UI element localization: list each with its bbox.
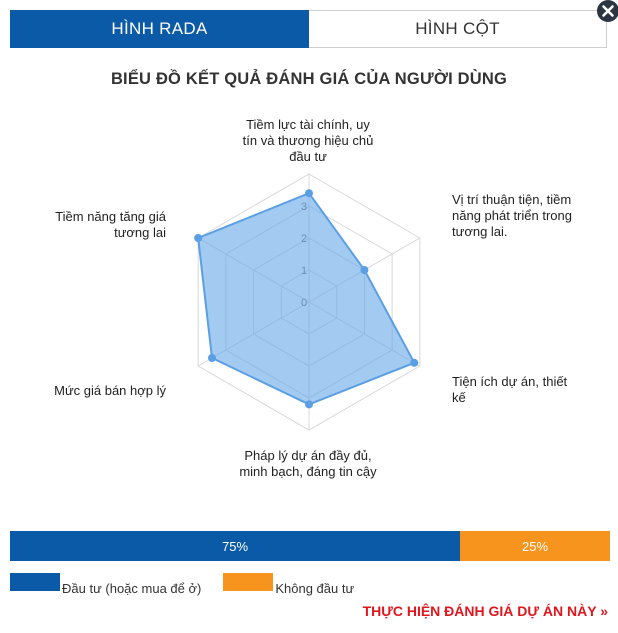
axis-label-location: Vị trí thuận tiện, tiềm năng phát triển … (452, 192, 572, 239)
chart-title: BIỂU ĐỒ KẾT QUẢ ĐÁNH GIÁ CỦA NGƯỜI DÙNG (110, 70, 508, 88)
axis-label-financial: Tiềm lực tài chính, uy tín và thương hiệ… (242, 117, 374, 164)
axis-label-growth: Tiềm năng tăng giá tương lai (55, 209, 166, 240)
legend-item-no-invest: Không đầu tư (223, 573, 354, 596)
axis-label-legal: Pháp lý dự án đầy đủ, minh bạch, đáng ti… (239, 448, 377, 479)
vote-bar-invest: 75% (10, 531, 460, 561)
radar-data-point (305, 189, 313, 198)
axis-label-amenities: Tiện ích dự án, thiết kế (452, 374, 568, 405)
radar-data-point (305, 400, 313, 409)
vote-legend: Đầu tư (hoặc mua để ở) Không đầu tư (10, 573, 376, 596)
tab-radar[interactable]: HÌNH RADA (10, 10, 309, 48)
radar-series (194, 189, 419, 409)
vote-bar-no-invest: 25% (460, 531, 610, 561)
evaluate-project-link[interactable]: THỰC HIỆN ĐÁNH GIÁ DỰ ÁN NÀY » (362, 603, 608, 619)
radar-data-point (208, 354, 217, 362)
radar-data-point (360, 266, 369, 274)
tab-column[interactable]: HÌNH CỘT (309, 10, 607, 48)
legend-item-invest: Đầu tư (hoặc mua để ở) (10, 573, 201, 596)
legend-swatch-invest (10, 573, 60, 591)
chart-type-tabs: HÌNH RADA HÌNH CỘT (10, 10, 607, 48)
axis-label-price: Mức giá bán hợp lý (54, 383, 166, 398)
radar-data-point (410, 358, 419, 367)
radar-data-point (194, 234, 203, 242)
close-icon[interactable] (597, 0, 618, 22)
radar-series-area (197, 191, 416, 406)
legend-label-invest: Đầu tư (hoặc mua để ở) (62, 580, 202, 596)
legend-label-no-invest: Không đầu tư (275, 580, 355, 596)
legend-swatch-no-invest (223, 573, 274, 591)
vote-bar: 75% 25% (10, 531, 610, 561)
